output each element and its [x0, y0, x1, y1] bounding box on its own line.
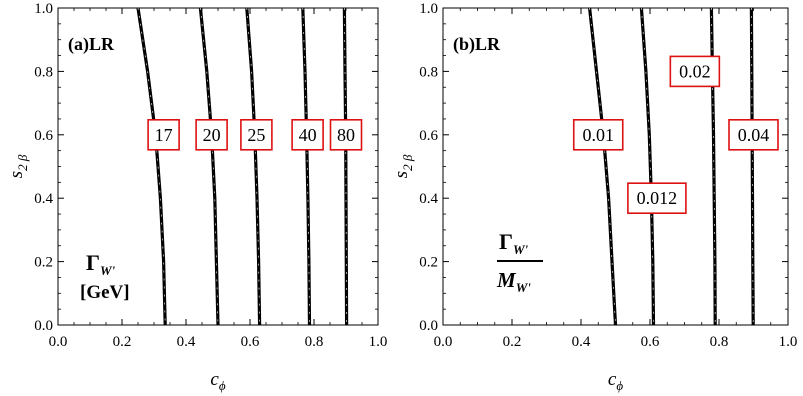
- x-tick-label: 0.0: [49, 334, 68, 350]
- contour-line-4: [301, 7, 312, 326]
- y-tick-label: 0.4: [419, 191, 438, 207]
- contour-line-highlight: [589, 7, 616, 326]
- x-tick-label: 0.4: [177, 334, 196, 350]
- y-tick-label: 0.6: [34, 128, 53, 144]
- contour-label: 0.01: [583, 125, 615, 145]
- y-tick-label: 0.2: [419, 255, 438, 271]
- contour-label-box: [572, 119, 624, 151]
- contour-line-1: [588, 7, 618, 326]
- y-axis-label: s2 β: [391, 154, 415, 178]
- x-tick-label: 0.6: [241, 334, 260, 350]
- contour-line-highlight: [751, 7, 754, 326]
- x-tick-label: 0.2: [113, 334, 132, 350]
- contour-label-box: [669, 55, 721, 88]
- width-unit-annotation: [GeV]: [80, 282, 130, 303]
- ratio-denominator: MW': [496, 268, 531, 295]
- y-tick-label: 0.2: [34, 255, 53, 271]
- x-tick-label: 1.0: [369, 334, 388, 350]
- contour-line-highlight: [711, 7, 716, 326]
- contour-line-5: [342, 7, 349, 326]
- contour-label-box: [728, 119, 779, 151]
- contour-line-highlight: [137, 7, 166, 326]
- width-annotation: ΓW': [86, 250, 116, 278]
- contour-line-highlight: [302, 7, 310, 326]
- contour-line-2: [198, 7, 220, 326]
- y-tick-label: 0.8: [34, 64, 53, 80]
- y-tick-label: 0.6: [419, 128, 438, 144]
- contour-line-highlight: [200, 7, 219, 326]
- contour-line-2: [639, 7, 656, 326]
- contour-label: 0.02: [679, 61, 711, 81]
- contour-label: 80: [337, 125, 355, 145]
- chart-panel-2: 0.0 0.2 0.4 0.6 0.8 1.0 0.0 0.2 0.4 0.6 0.8 1.0 cϕ s2…: [391, 1, 797, 393]
- contour-line-highlight: [641, 7, 654, 326]
- panel-label: (a)LR: [68, 34, 115, 55]
- x-axis-label: cϕ: [210, 369, 225, 393]
- contour-label-box: [147, 119, 180, 151]
- panel-label: (b)LR: [453, 34, 501, 55]
- x-tick-label: 0.0: [434, 334, 453, 350]
- contour-label: 17: [155, 125, 173, 145]
- contour-line-3: [709, 7, 717, 326]
- x-tick-label: 0.2: [503, 334, 522, 350]
- y-tick-label: 0.8: [419, 64, 438, 80]
- contour-line-highlight: [246, 7, 260, 326]
- contour-label-box: [240, 119, 273, 151]
- contour-label: 0.04: [738, 125, 770, 145]
- x-tick-label: 1.0: [779, 334, 798, 350]
- y-tick-label: 0.4: [34, 191, 53, 207]
- contour-line-highlight: [344, 7, 347, 326]
- contour-label-box: [627, 182, 687, 214]
- x-tick-label: 0.8: [710, 334, 729, 350]
- chart-panel-1: 0.0 0.2 0.4 0.6 0.8 1.0 0.0 0.2 0.4 0.6 0.8 1.0 cϕ s2…: [6, 1, 387, 393]
- contour-label: 25: [247, 125, 265, 145]
- contour-label-box: [291, 119, 324, 151]
- plot-frame: [442, 7, 789, 326]
- x-axis-label: cϕ: [608, 369, 623, 393]
- y-tick-label: 0.0: [419, 318, 438, 334]
- contour-label-box: [195, 119, 228, 151]
- contour-label: 20: [203, 125, 221, 145]
- y-tick-label: 0.0: [34, 318, 53, 334]
- x-tick-label: 0.6: [641, 334, 660, 350]
- x-tick-label: 0.8: [305, 334, 324, 350]
- ratio-numerator: ΓW': [499, 229, 529, 257]
- y-axis-label: s2 β: [6, 154, 30, 178]
- x-tick-label: 0.4: [572, 334, 591, 350]
- y-tick-label: 1.0: [419, 1, 438, 17]
- contour-label: 40: [299, 125, 317, 145]
- y-tick-label: 1.0: [34, 1, 53, 17]
- contour-line-4: [749, 7, 755, 326]
- contour-line-3: [245, 7, 262, 326]
- contour-label-box: [329, 119, 363, 151]
- contour-line-1: [136, 7, 167, 326]
- contour-label: 0.012: [637, 188, 678, 208]
